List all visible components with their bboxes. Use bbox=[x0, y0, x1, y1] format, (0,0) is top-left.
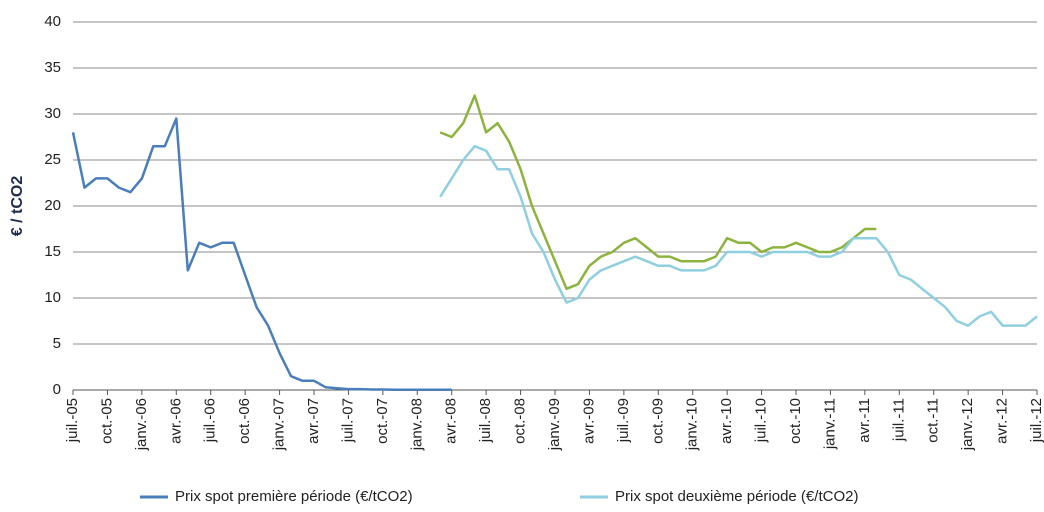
x-tick-label: janv.-07 bbox=[271, 398, 288, 451]
x-tick-label: oct.-07 bbox=[374, 398, 391, 444]
y-tick-label: 0 bbox=[53, 381, 61, 398]
x-tick-label: juil.-10 bbox=[753, 398, 770, 443]
series-line bbox=[439, 94, 877, 291]
x-tick-label: avr.-08 bbox=[443, 398, 460, 444]
x-tick-label: avr.-06 bbox=[167, 398, 184, 444]
y-tick-label: 35 bbox=[44, 59, 61, 76]
y-axis-label: € / tCO2 bbox=[9, 176, 26, 237]
x-tick-label: juil.-08 bbox=[477, 398, 494, 443]
x-tick-label: juil.-07 bbox=[339, 398, 356, 443]
series-line bbox=[439, 144, 1038, 327]
x-tick-label: juil.-11 bbox=[890, 398, 907, 442]
y-tick-label: 5 bbox=[53, 335, 61, 352]
x-tick-label: oct.-05 bbox=[98, 398, 115, 444]
x-tick-label: oct.-09 bbox=[649, 398, 666, 444]
y-tick-label: 20 bbox=[44, 197, 61, 214]
x-tick-label: juil.-12 bbox=[1028, 398, 1044, 443]
y-tick-label: 25 bbox=[44, 151, 61, 168]
x-tick-label: juil.-05 bbox=[64, 398, 81, 443]
x-tick-label: oct.-10 bbox=[787, 398, 804, 444]
y-tick-label: 10 bbox=[44, 289, 61, 306]
x-tick-label: janv.-06 bbox=[133, 398, 150, 451]
x-tick-label: juil.-06 bbox=[202, 398, 219, 443]
series-line bbox=[71, 117, 452, 392]
x-tick-label: janv.-10 bbox=[684, 398, 701, 451]
x-tick-label: avr.-11 bbox=[856, 398, 873, 443]
x-tick-label: avr.-07 bbox=[305, 398, 322, 444]
legend-label: Prix spot deuxième période (€/tCO2) bbox=[615, 488, 858, 505]
x-tick-label: oct.-08 bbox=[512, 398, 529, 444]
y-tick-label: 15 bbox=[44, 243, 61, 260]
y-tick-label: 40 bbox=[44, 13, 61, 30]
x-tick-label: janv.-09 bbox=[546, 398, 563, 451]
legend-label: Prix spot première période (€/tCO2) bbox=[175, 488, 413, 505]
x-tick-label: avr.-10 bbox=[718, 398, 735, 444]
x-tick-label: janv.-08 bbox=[408, 398, 425, 451]
x-tick-label: avr.-12 bbox=[994, 398, 1011, 444]
y-tick-label: 30 bbox=[44, 105, 61, 122]
x-tick-label: janv.-12 bbox=[959, 398, 976, 451]
x-tick-label: oct.-06 bbox=[236, 398, 253, 444]
x-tick-label: juil.-09 bbox=[615, 398, 632, 443]
x-tick-label: oct.-11 bbox=[925, 398, 942, 443]
x-tick-label: janv.-11 bbox=[821, 398, 838, 450]
x-tick-label: avr.-09 bbox=[580, 398, 597, 444]
